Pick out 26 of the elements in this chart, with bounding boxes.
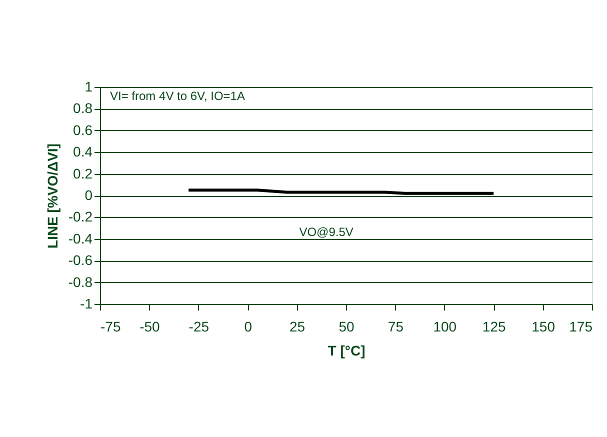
y-tick-label: 0.8 [73,100,93,116]
x-tick-label: -75 [100,318,121,334]
annotation: VI= from 4V to 6V, IO=1A [110,89,245,103]
x-tick-label: 175 [569,318,593,334]
y-tick-label: -1 [80,296,93,312]
x-tick-label: 125 [482,318,506,334]
y-tick-label: 0.2 [73,165,93,182]
y-tick-label: -0.6 [68,252,93,268]
x-axis-title: T [°C] [328,342,366,358]
x-tick-label: 150 [532,318,556,334]
x-tick-label: -50 [140,318,160,334]
x-tick-label: 50 [338,318,354,334]
y-tick-label: -0.2 [68,208,93,225]
y-tick-label: 1 [84,78,93,94]
y-axis-title: LINE [%VO/ΔVI] [44,144,60,248]
x-tick-label: 75 [388,318,404,334]
y-tick-label: -0.8 [68,274,93,290]
y-tick-label: 0 [84,187,93,203]
x-tick-label: -25 [188,318,210,334]
y-tick-label: 0.6 [73,122,93,138]
text: VO@9.5V [299,225,354,240]
y-tick-label: -0.4 [68,230,93,246]
x-tick-label: 100 [433,318,457,334]
x-tick-label: 0 [244,318,252,334]
y-tick-label: 0.4 [73,144,93,160]
x-tick-label: 25 [290,318,306,334]
